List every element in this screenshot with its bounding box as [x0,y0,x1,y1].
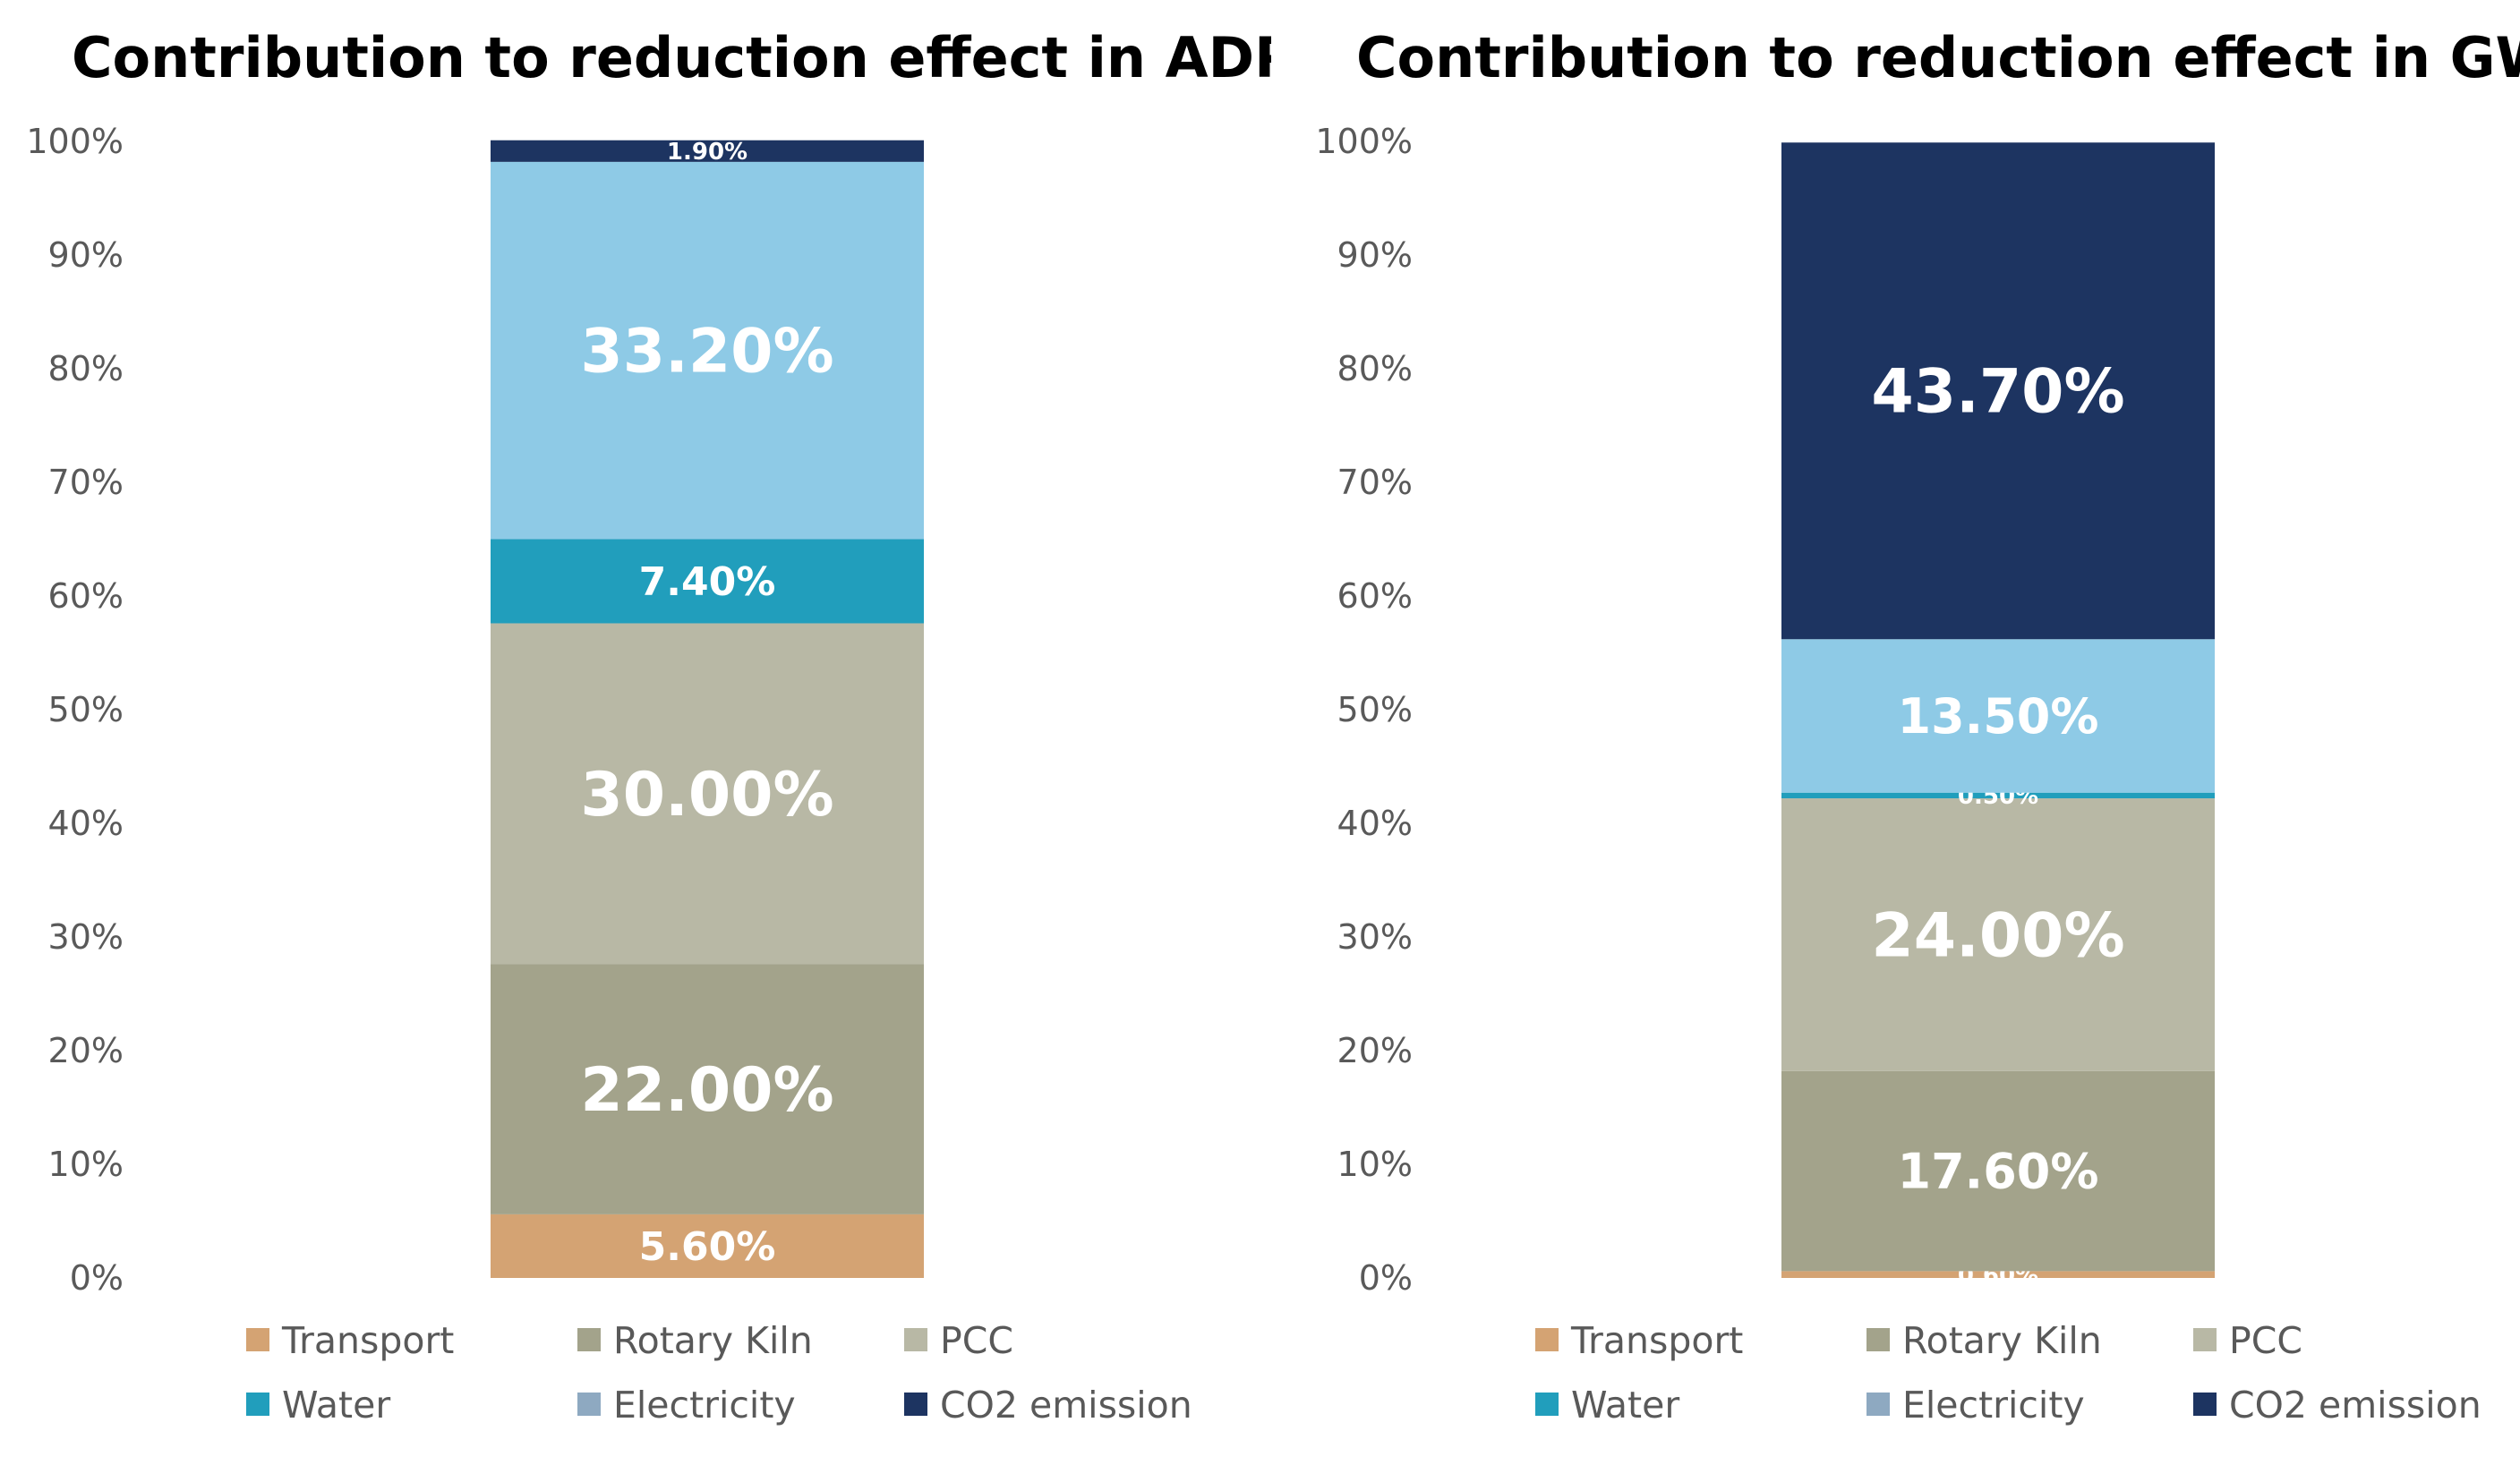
adp-y-tick-label: 100% [26,122,124,161]
gwp-legend-water-swatch [1535,1393,1559,1416]
gwp-bar-pcc [1781,798,2215,1071]
gwp-y-tick-label: 30% [1337,917,1413,957]
gwp-bar-pcc-label: 24.00% [1871,900,2124,971]
gwp-legend-pcc: PCC [2229,1319,2302,1362]
gwp-bar-rotary-kiln [1781,1070,2215,1272]
adp-legend-water-swatch [246,1393,269,1416]
adp-bar-rotary-kiln [491,964,924,1214]
adp-bar-co2-emission-label: 1.90% [667,139,747,166]
gwp-chart-svg: Contribution to reduction effect in GWP(… [1315,25,2520,1427]
adp-chart: Contribution to reduction effect in ADP(… [26,25,1271,1427]
adp-legend-rotary-kiln-swatch [577,1328,601,1351]
adp-y-tick-label: 10% [48,1145,124,1184]
gwp-legend-electricity-swatch [1867,1393,1890,1416]
adp-legend-transport-swatch [246,1328,269,1351]
adp-legend-rotary-kiln: Rotary Kiln [613,1319,813,1362]
adp-y-tick-label: 70% [48,463,124,502]
gwp-legend-electricity: Electricity [1902,1384,2085,1427]
adp-legend-co2-emission: CO2 emission [940,1384,1192,1427]
adp-bar-water [491,539,924,624]
adp-bar-pcc-label: 30.00% [580,760,833,830]
adp-y-tick-label: 40% [48,804,124,843]
gwp-bar-rotary-kiln-label: 17.60% [1898,1144,2099,1200]
adp-legend-electricity: Electricity [613,1384,796,1427]
gwp-bar-light-blue-segment-label: 13.50% [1898,688,2099,745]
adp-bar-transport-label: 5.60% [639,1224,776,1270]
gwp-y-tick-label: 90% [1337,235,1413,275]
gwp-y-tick-label: 10% [1337,1145,1413,1184]
adp-y-tick-label: 60% [48,576,124,616]
adp-chart-title: Contribution to reduction effect in ADP(… [72,25,1271,90]
adp-legend-transport: Transport [281,1319,454,1362]
gwp-chart-title: Contribution to reduction effect in GWP(… [1356,25,2520,90]
gwp-legend-rotary-kiln: Rotary Kiln [1902,1319,2102,1362]
adp-legend-electricity-swatch [577,1393,601,1416]
adp-y-tick-label: 30% [48,917,124,957]
gwp-y-tick-label: 80% [1337,349,1413,388]
gwp-y-tick-label: 60% [1337,576,1413,616]
gwp-bar-co2-emission-label: 43.70% [1871,357,2124,428]
gwp-y-tick-label: 50% [1337,690,1413,729]
adp-bar-pcc [491,623,924,965]
adp-legend-water: Water [282,1384,390,1427]
gwp-bar-light-blue-segment [1781,639,2215,793]
gwp-chart: Contribution to reduction effect in GWP(… [1289,0,2520,1465]
adp-bar-transport [491,1214,924,1278]
gwp-legend-co2-emission: CO2 emission [2229,1384,2482,1427]
adp-bar-rotary-kiln-label: 22.00% [580,1055,833,1126]
adp-y-tick-label: 90% [48,235,124,275]
gwp-legend-pcc-swatch [2193,1328,2217,1351]
gwp-y-tick-label: 70% [1337,463,1413,502]
gwp-legend-rotary-kiln-swatch [1867,1328,1890,1351]
adp-legend-pcc: PCC [940,1319,1013,1362]
adp-legend-co2-emission-swatch [904,1393,927,1416]
gwp-y-tick-label: 0% [1359,1258,1413,1298]
adp-bar-co2-emission [491,140,924,162]
gwp-bar-transport [1781,1271,2215,1278]
adp-y-tick-label: 0% [70,1258,124,1298]
adp-legend-pcc-swatch [904,1328,927,1351]
adp-bar-light-blue-segment [491,161,924,540]
gwp-y-tick-label: 20% [1337,1031,1413,1070]
gwp-bar-water [1781,792,2215,799]
gwp-legend-transport: Transport [1570,1319,1743,1362]
adp-y-tick-label: 80% [48,349,124,388]
adp-chart-svg: Contribution to reduction effect in ADP(… [26,25,1271,1427]
adp-y-tick-label: 50% [48,690,124,729]
gwp-legend-water: Water [1571,1384,1679,1427]
gwp-legend-transport-swatch [1535,1328,1559,1351]
adp-bar-light-blue-segment-label: 33.20% [580,316,833,387]
adp-y-tick-label: 20% [48,1031,124,1070]
gwp-legend-co2-emission-swatch [2193,1393,2217,1416]
gwp-bar-co2-emission [1781,142,2215,640]
adp-bar-water-label: 7.40% [639,559,776,605]
gwp-y-tick-label: 40% [1337,804,1413,843]
gwp-y-tick-label: 100% [1315,122,1413,161]
